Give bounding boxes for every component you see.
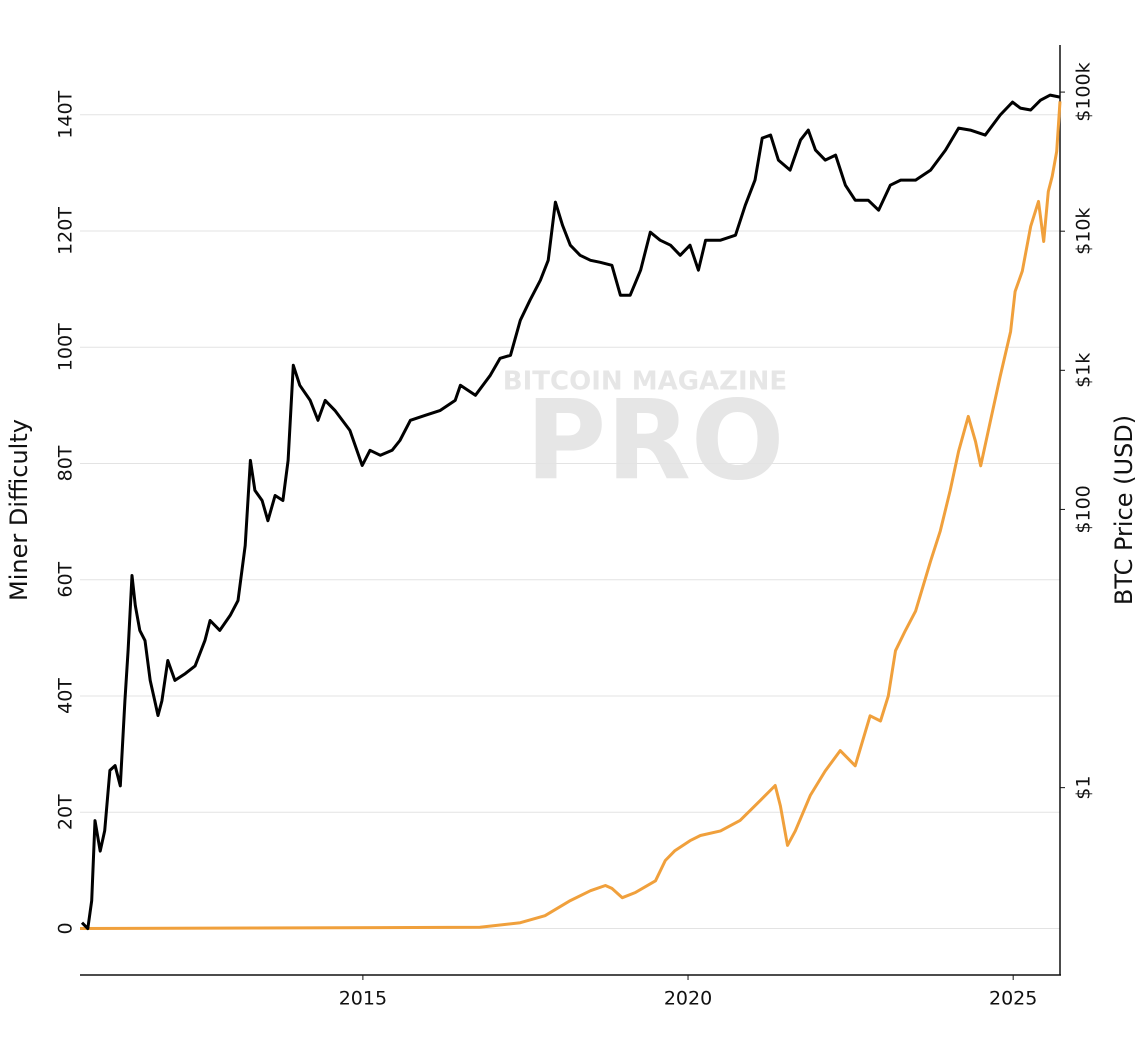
y-tick-label: 140T — [55, 90, 77, 138]
y2-axis-title: BTC Price (USD) — [1110, 415, 1138, 605]
y-tick-label: 0 — [55, 922, 77, 934]
series-line — [79, 101, 1062, 930]
y2-tick-label: $100 — [1073, 485, 1095, 533]
series-line — [80, 93, 1061, 931]
y-tick-label: 60T — [55, 561, 77, 597]
y-tick-label: 80T — [55, 445, 77, 481]
y-axis-title: Miner Difficulty — [5, 419, 33, 601]
x-tick-label: 2025 — [989, 988, 1037, 1010]
y2-tick-label: $10k — [1073, 208, 1095, 255]
watermark-top: BITCOIN MAGAZINE — [503, 367, 787, 397]
y-tick-label: 120T — [55, 207, 77, 255]
x-tick-label: 2015 — [339, 988, 387, 1010]
y-tick-label: 100T — [55, 323, 77, 371]
watermark-main: PRO — [526, 376, 785, 504]
y2-tick-label: $1 — [1073, 776, 1095, 800]
y2-tick-label: $1k — [1073, 353, 1095, 388]
y2-tick-label: $100k — [1073, 62, 1095, 121]
y-tick-label: 40T — [55, 678, 77, 714]
x-tick-label: 2020 — [664, 988, 712, 1010]
y-tick-label: 20T — [55, 794, 77, 830]
